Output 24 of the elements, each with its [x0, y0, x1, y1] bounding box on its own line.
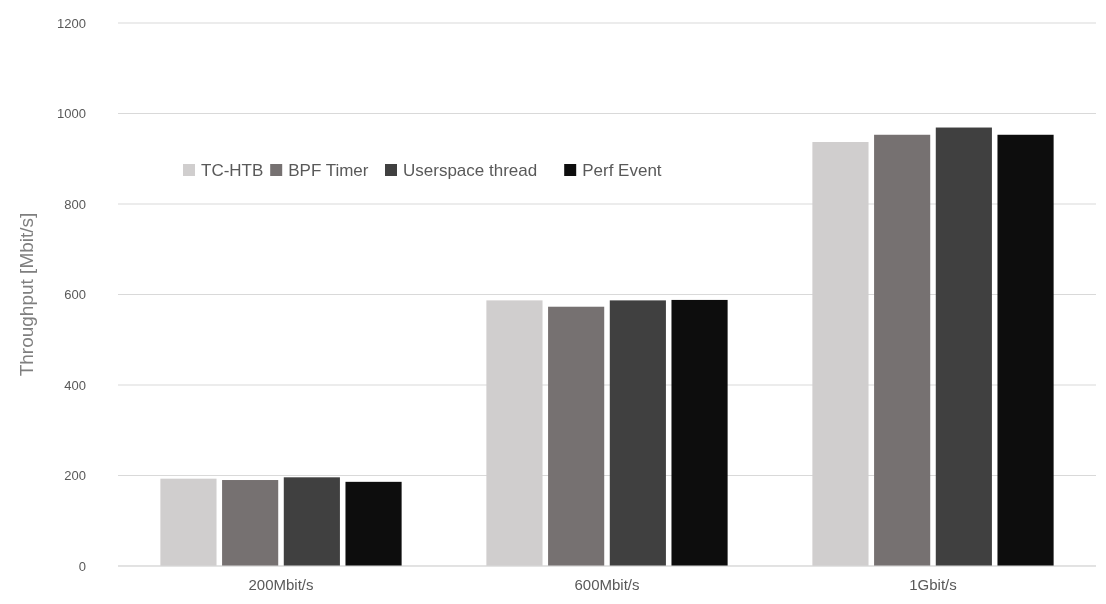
x-tick-label: 200Mbit/s [248, 576, 314, 593]
y-tick-label: 1000 [57, 106, 86, 122]
bar [671, 299, 728, 566]
legend-label: TC-HTB [201, 161, 264, 180]
bar [345, 481, 402, 566]
legend-label: Userspace thread [403, 161, 538, 180]
bar [222, 480, 279, 566]
x-tick-label: 600Mbit/s [574, 576, 640, 593]
bar [935, 127, 992, 566]
bar [997, 134, 1054, 566]
y-tick-label: 1200 [57, 15, 86, 31]
bar [283, 477, 340, 566]
bar [874, 134, 931, 566]
y-tick-label: 800 [64, 196, 86, 212]
bar [548, 306, 605, 566]
legend-label: Perf Event [582, 161, 662, 180]
y-tick-label: 200 [64, 468, 86, 484]
legend-label: BPF Timer [288, 161, 369, 180]
y-tick-label: 600 [64, 287, 86, 303]
y-tick-label: 400 [64, 377, 86, 393]
y-tick-label: 0 [78, 558, 86, 574]
bar [609, 300, 666, 566]
y-axis-title: Throughput [Mbit/s] [16, 212, 37, 377]
x-tick-label: 1Gbit/s [909, 576, 957, 593]
